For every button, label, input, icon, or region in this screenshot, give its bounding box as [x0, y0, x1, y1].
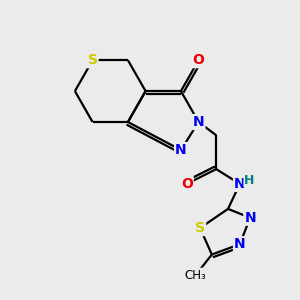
Text: CH₃: CH₃	[185, 268, 206, 282]
Text: O: O	[193, 53, 205, 67]
Text: S: S	[195, 221, 205, 235]
Text: O: O	[181, 177, 193, 191]
Text: N: N	[234, 237, 246, 251]
Text: N: N	[175, 143, 187, 157]
Text: H: H	[244, 174, 254, 187]
Text: N: N	[193, 115, 204, 129]
Text: S: S	[88, 53, 98, 67]
Text: N: N	[244, 211, 256, 225]
Text: N: N	[234, 177, 246, 191]
